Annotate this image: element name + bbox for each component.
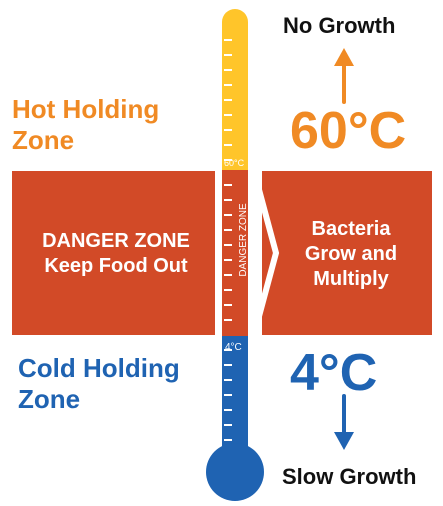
danger-zone-right-line1: Bacteria: [311, 218, 391, 240]
cold-temperature-label: 4°C: [290, 344, 378, 402]
thermometer-outline-icon: [201, 2, 269, 506]
danger-zone-left-text: DANGER ZONE Keep Food Out: [18, 229, 214, 279]
danger-zone-right-line3: Multiply: [313, 268, 389, 290]
thermometer-cold-section: [222, 336, 248, 458]
slow-growth-label: Slow Growth: [282, 464, 417, 489]
hot-holding-zone-label: Hot Holding Zone: [12, 94, 212, 156]
danger-band-right: [262, 171, 432, 335]
thermometer-ticks: [224, 39, 232, 441]
thermometer-bulb-icon: [206, 443, 264, 501]
cold-holding-zone-line2: Zone: [18, 384, 81, 415]
cold-holding-zone-label: Cold Holding Zone: [18, 353, 218, 415]
marker-60-label: 60°C: [224, 158, 245, 168]
danger-zone-left-line1: DANGER ZONE: [42, 230, 190, 252]
danger-band-left: [12, 171, 218, 335]
down-arrow-icon: [334, 394, 354, 450]
divider-chevron-icon: [251, 170, 280, 336]
up-arrow-icon: [334, 48, 354, 104]
no-growth-label: No Growth: [283, 13, 396, 38]
thermometer-danger-zone-label: DANGER ZONE: [238, 203, 249, 277]
hot-temperature-label: 60°C: [290, 102, 407, 160]
hot-holding-zone-line1: Hot Holding: [12, 94, 160, 124]
marker-4-label: 4°C: [225, 342, 242, 353]
thermometer-danger-section: [222, 170, 248, 336]
danger-zone-right-text: Bacteria Grow and Multiply: [290, 217, 412, 292]
danger-zone-right-line2: Grow and: [304, 243, 398, 265]
hot-holding-zone-line2: Zone: [12, 125, 75, 156]
danger-zone-left-line2: Keep Food Out: [44, 255, 188, 277]
cold-holding-zone-line1: Cold Holding: [18, 353, 180, 383]
